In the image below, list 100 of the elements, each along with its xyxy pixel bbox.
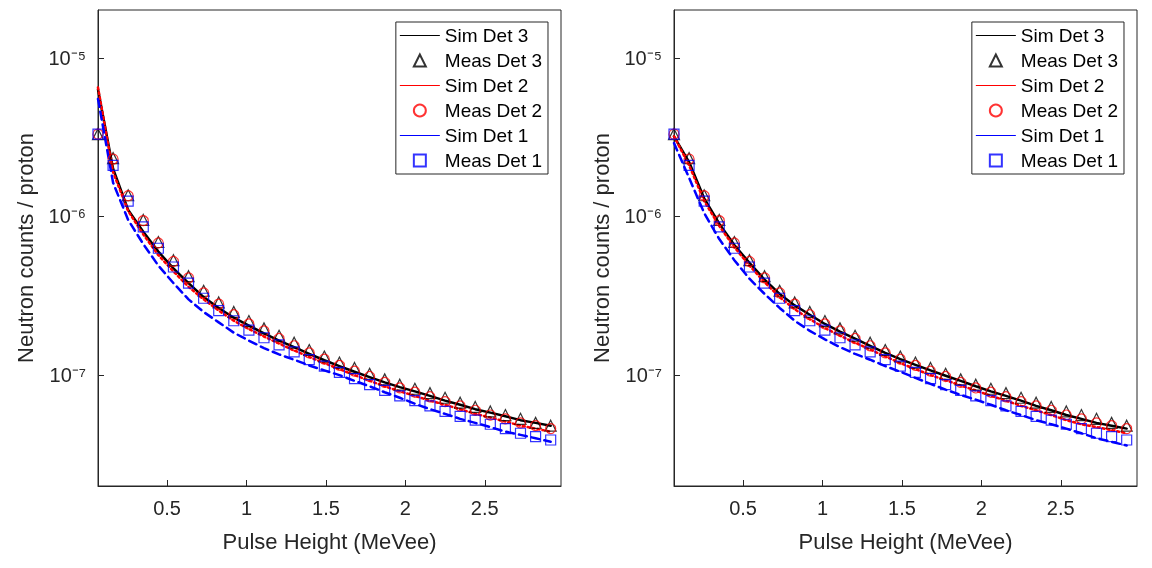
point [364,379,376,391]
point [545,423,557,435]
point [122,195,134,207]
point [955,384,967,397]
point [318,360,330,372]
point [1105,416,1118,429]
point [227,305,240,319]
point [864,336,877,349]
point [348,373,361,385]
point [1030,396,1043,409]
point [1045,414,1057,426]
point [213,304,225,317]
x-tick-label: 1 [240,497,253,519]
y-tick-label: 10⁻⁵ [624,46,662,69]
point [469,404,481,416]
point [1075,423,1088,435]
point [258,332,270,344]
point [484,418,496,430]
point [544,419,557,432]
point [1045,400,1058,414]
point [743,261,756,273]
point [879,354,891,366]
point [394,390,406,402]
legend-label: Meas Det 1 [444,150,542,171]
point [728,242,740,254]
point [514,417,527,429]
point [1060,405,1073,418]
point [1000,391,1012,403]
point [1106,420,1118,432]
point [243,324,255,336]
point [273,339,285,351]
point [288,346,300,358]
point [894,360,906,372]
legend-label: Sim Det 1 [444,125,529,146]
point [379,384,391,397]
legend-label: Meas Det 2 [444,100,542,121]
x-tick-label: 2 [975,497,987,519]
point [242,314,255,328]
point [879,347,891,359]
point [1075,413,1088,425]
legend-label: Sim Det 1 [1020,125,1105,146]
x-tick-label: 2.5 [470,497,499,519]
point [333,366,346,378]
y-tick-label: 10⁻⁶ [624,205,662,228]
point [484,409,496,421]
point [484,405,497,418]
y-axis-title: Neutron counts / proton [588,133,614,363]
point [803,305,816,319]
point [228,315,240,327]
point [804,309,816,321]
point [424,400,436,412]
point [303,354,315,366]
point [819,318,831,330]
point [423,387,437,400]
y-tick-label: 10⁻⁷ [49,364,86,387]
point [454,410,466,422]
point [182,277,195,289]
point [984,382,997,395]
point [924,361,937,375]
point [804,315,816,327]
x-tick-label: 2.5 [1046,497,1075,519]
point [409,395,421,407]
point [698,195,710,207]
point [529,430,542,443]
point [545,434,557,446]
x-tick-label: 0.5 [153,497,181,519]
point [1014,391,1028,404]
point [499,413,512,425]
point [348,365,361,377]
legend-label: Sim Det 3 [444,25,529,46]
point [1090,427,1103,439]
point [1121,423,1133,435]
point [107,159,119,171]
point [167,261,180,273]
point [469,400,482,414]
point [152,242,164,254]
point [1121,434,1133,446]
point [228,309,240,321]
point [529,416,542,429]
point [408,382,421,395]
y-tick-label: 10⁻⁷ [625,364,662,387]
point [818,314,831,328]
point [713,221,725,233]
point [909,366,922,378]
point [819,324,831,336]
legend-label: Sim Det 2 [1020,75,1105,96]
point [789,304,801,317]
point [288,340,300,352]
x-tick-label: 0.5 [729,497,757,519]
x-axis-title: Pulse Height (MeVee) [798,528,1013,554]
legend-label: Meas Det 1 [1020,150,1118,171]
point [438,391,452,404]
point [985,386,997,398]
point [970,390,982,402]
point [499,408,512,422]
point [774,292,786,304]
point [243,318,255,330]
point [454,396,467,409]
x-tick-label: 2 [399,497,411,519]
point [864,340,876,352]
